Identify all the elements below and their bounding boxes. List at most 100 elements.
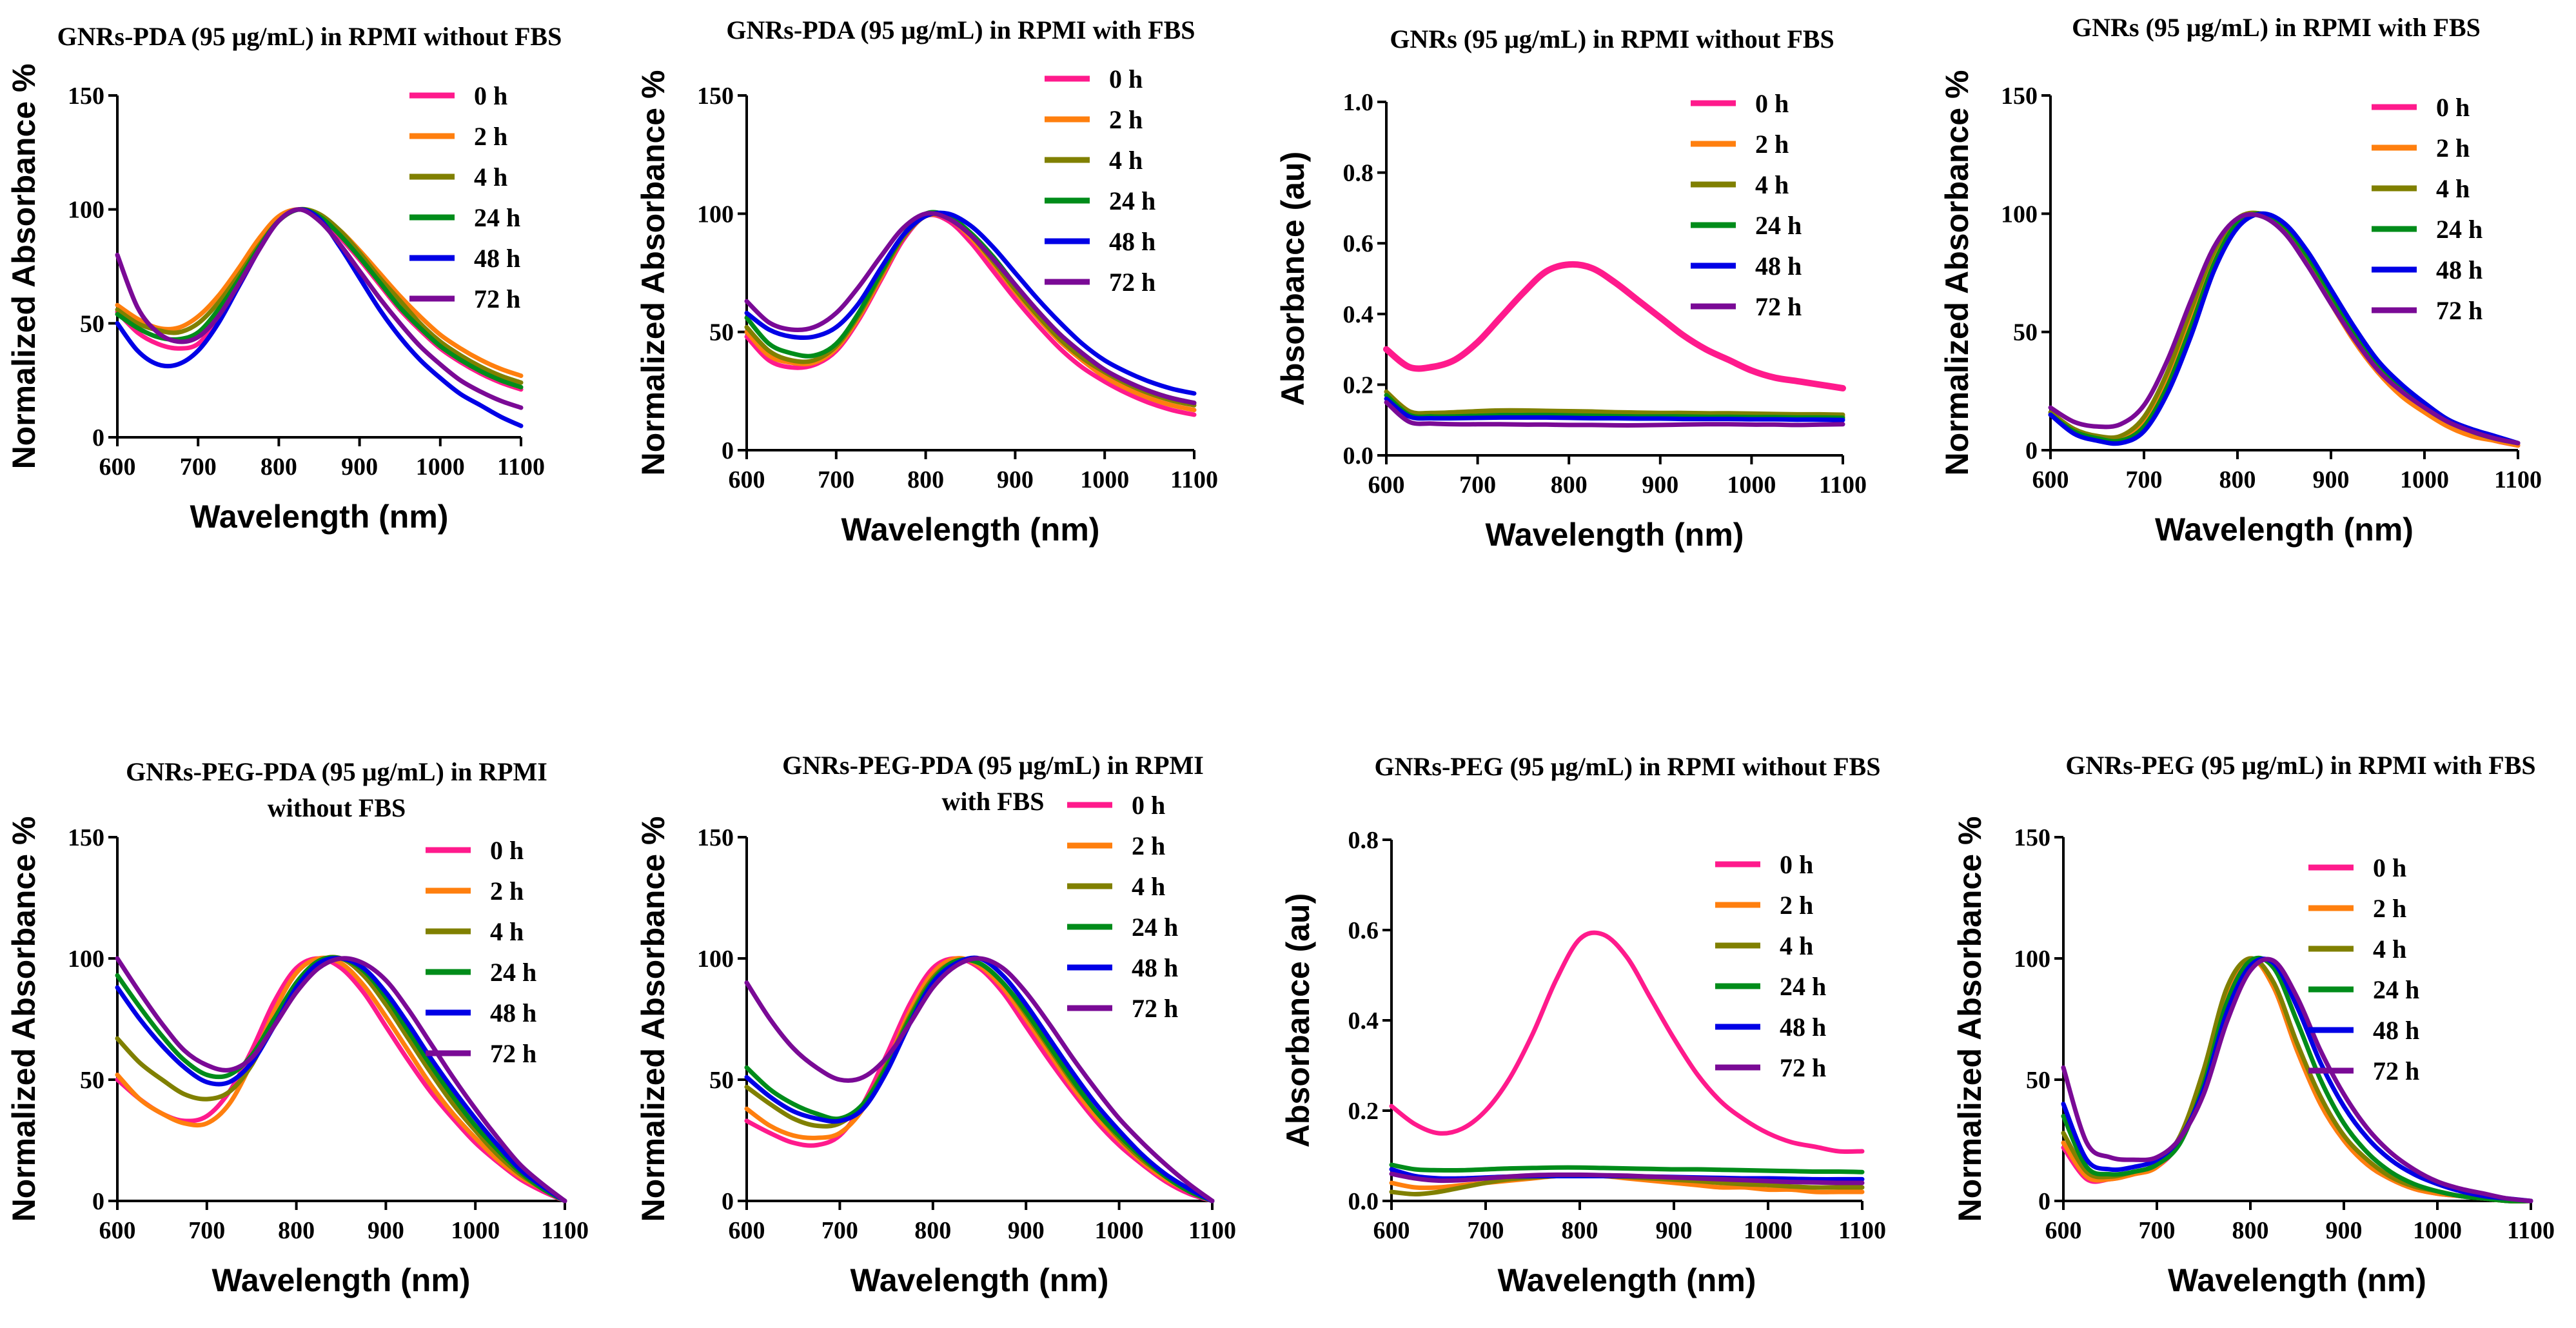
series-line-48h (2048, 211, 2521, 446)
x-tick-label: 700 (1468, 1217, 1504, 1244)
x-tick-label: 1100 (1838, 1217, 1886, 1244)
x-tick-label: 1000 (416, 453, 465, 481)
x-tick-label: 600 (2032, 466, 2069, 493)
x-tick-label: 700 (821, 1217, 858, 1244)
legend-label: 72 h (2436, 296, 2483, 325)
series-line-48h (115, 207, 524, 428)
legend-label: 4 h (1132, 872, 1165, 901)
series-line-0h (115, 956, 567, 1204)
x-tick-label: 900 (2326, 1217, 2363, 1244)
x-tick-label: 800 (914, 1217, 951, 1244)
legend-label: 48 h (1109, 227, 1155, 256)
legend-label: 72 h (1109, 268, 1155, 297)
y-tick-label: 0 (2038, 1188, 2050, 1215)
legend-label: 4 h (490, 917, 524, 946)
chart-title: with FBS (942, 787, 1045, 816)
y-tick-label: 0.0 (1348, 1188, 1379, 1215)
legend-label: 48 h (490, 998, 536, 1027)
series-line-24h (115, 207, 524, 390)
legend-label: 0 h (1109, 64, 1143, 94)
chart-title: GNRs (95 μg/mL) in RPMI without FBS (1390, 25, 1834, 54)
chart-panel-7: GNRs-PEG (95 μg/mL) in RPMI without FBS 6… (1280, 752, 1886, 1298)
x-axis-title: Wavelength (nm) (1486, 517, 1744, 553)
legend-label: 0 h (2373, 853, 2406, 882)
legend-label: 4 h (2373, 935, 2406, 964)
legend-label: 0 h (2436, 93, 2470, 122)
legend-label: 2 h (2373, 894, 2406, 923)
chart-title: GNRs-PEG-PDA (95 μg/mL) in RPMI (126, 757, 547, 786)
chart-panel-8: GNRs-PEG (95 μg/mL) in RPMI with FBS 600 7… (1952, 751, 2555, 1298)
series-line-48h (1384, 396, 1845, 422)
x-tick-label: 900 (1642, 471, 1678, 499)
x-tick-label: 1000 (2400, 466, 2449, 493)
legend-label: 48 h (1132, 953, 1178, 982)
x-tick-label: 1100 (497, 453, 545, 481)
y-tick-label: 50 (709, 1067, 734, 1094)
y-tick-label: 50 (2013, 319, 2038, 346)
series-line-72h (2061, 956, 2533, 1204)
x-tick-label: 1100 (1188, 1217, 1236, 1244)
legend-label: 24 h (2373, 975, 2419, 1004)
y-tick-label: 150 (2001, 83, 2038, 110)
x-tick-label: 1000 (1744, 1217, 1793, 1244)
x-tick-label: 700 (180, 453, 217, 481)
y-tick-label: 0.6 (1343, 230, 1374, 257)
chart-panel-6: GNRs-PEG-PDA (95 μg/mL) in RPMI with FBS 6… (635, 751, 1236, 1298)
series-line-0h (1383, 261, 1846, 391)
x-tick-label: 800 (278, 1217, 315, 1244)
x-tick-label: 800 (1562, 1217, 1598, 1244)
legend-label: 48 h (2373, 1016, 2419, 1045)
legend-label: 24 h (1109, 186, 1155, 215)
y-tick-label: 100 (68, 197, 104, 224)
legend-label: 4 h (2436, 174, 2470, 203)
y-tick-label: 100 (68, 946, 104, 973)
y-tick-label: 0 (92, 424, 104, 451)
x-tick-label: 600 (1373, 1217, 1410, 1244)
x-axis-title: Wavelength (nm) (2168, 1262, 2426, 1298)
legend-label: 2 h (1755, 130, 1789, 159)
x-axis-title: Wavelength (nm) (1498, 1262, 1756, 1298)
x-tick-label: 700 (1459, 471, 1496, 499)
legend-label: 4 h (1755, 170, 1789, 199)
y-axis-title: Normalized Absorbance % (6, 64, 42, 470)
legend-label: 72 h (1780, 1053, 1826, 1082)
x-tick-label: 1000 (1080, 466, 1129, 493)
chart-panel-3: GNRs (95 μg/mL) in RPMI without FBS 600 70… (1275, 25, 1867, 553)
series-line-2h (2048, 210, 2521, 448)
x-axis-title: Wavelength (nm) (190, 499, 449, 535)
x-tick-label: 1100 (1819, 471, 1867, 499)
x-tick-label: 1100 (2494, 466, 2542, 493)
y-tick-label: 0.4 (1348, 1007, 1379, 1035)
x-tick-label: 1100 (541, 1217, 589, 1244)
legend-label: 24 h (1780, 972, 1826, 1001)
y-tick-label: 150 (68, 824, 104, 851)
y-tick-label: 0.0 (1343, 442, 1374, 470)
y-axis-title: Absorbance (au) (1280, 893, 1316, 1148)
x-axis-title: Wavelength (nm) (850, 1262, 1109, 1298)
series-line-72h (744, 956, 1215, 1204)
y-tick-label: 0.2 (1343, 372, 1374, 399)
x-tick-label: 900 (1656, 1217, 1693, 1244)
legend-label: 48 h (2436, 255, 2483, 284)
y-tick-label: 50 (80, 310, 104, 337)
legend-label: 48 h (474, 244, 520, 273)
legend-label: 4 h (1780, 931, 1813, 960)
y-tick-label: 1.0 (1343, 89, 1374, 116)
legend-label: 48 h (1755, 252, 1802, 281)
series-line-72h (1389, 1171, 1865, 1185)
legend-label: 2 h (2436, 134, 2470, 163)
x-axis-title: Wavelength (nm) (2155, 511, 2414, 548)
x-tick-label: 600 (99, 453, 136, 481)
series-line-0h (1389, 930, 1865, 1155)
y-tick-label: 100 (697, 201, 734, 228)
x-tick-label: 800 (2219, 466, 2256, 493)
chart-title: GNRs-PEG (95 μg/mL) in RPMI without FBS (1375, 752, 1881, 781)
y-axis-title: Absorbance (au) (1275, 152, 1311, 406)
chart-title: GNRs-PDA (95 μg/mL) in RPMI with FBS (726, 15, 1195, 45)
y-tick-label: 0 (722, 1188, 734, 1215)
x-tick-label: 600 (2045, 1217, 2082, 1244)
series-line-4h (2048, 210, 2521, 446)
y-axis-title: Normalized Absorbance % (635, 70, 671, 476)
y-tick-label: 0 (2025, 437, 2038, 464)
